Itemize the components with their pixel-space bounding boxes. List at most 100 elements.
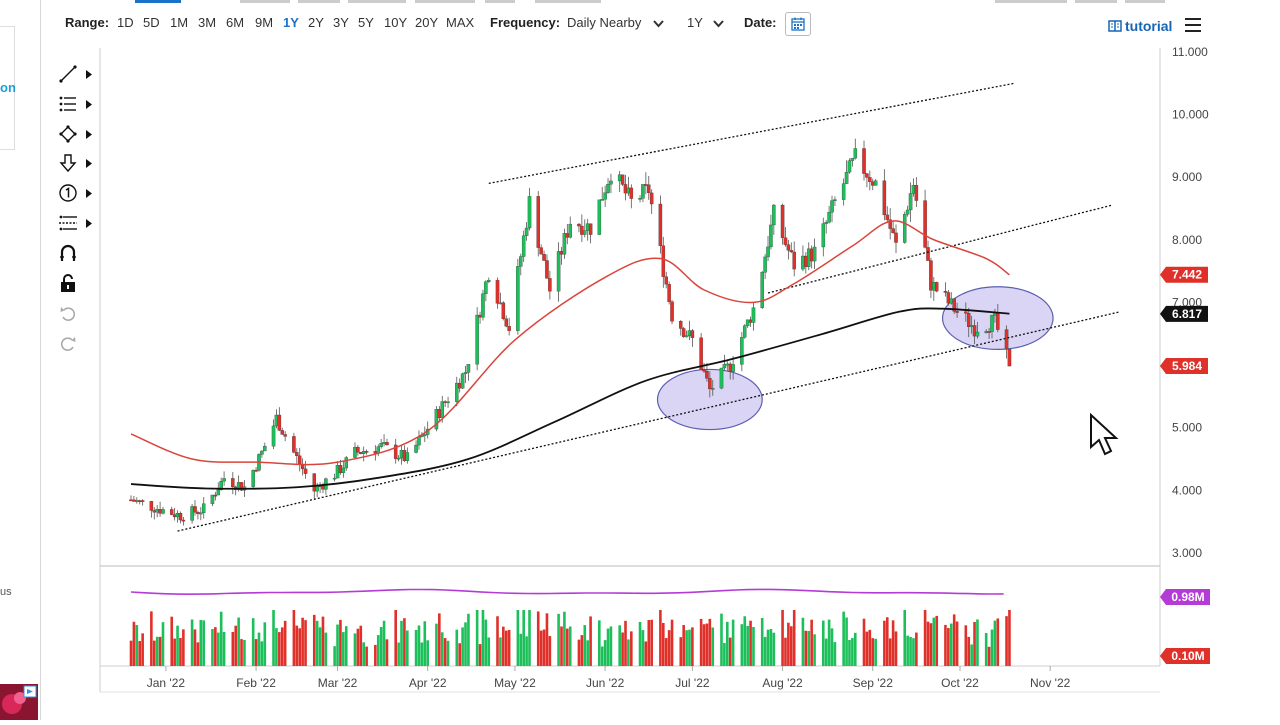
magnet-tool[interactable] [58,242,98,264]
measure-tool[interactable] [58,212,98,234]
volume-bar-107 [563,611,566,666]
candle-body-105 [556,251,561,292]
volume-bar-181 [865,631,869,666]
range-1d-button[interactable]: 1D [117,15,134,30]
candle-body-35 [271,425,276,447]
toolbar-top-tab [298,0,340,3]
candle-body-186 [885,214,890,220]
candle-body-163 [789,250,794,253]
toolbar-top-tab [485,0,515,3]
ad-thumbnail[interactable] [0,684,38,720]
range-2y-button[interactable]: 2Y [308,15,324,30]
candle-body-128 [647,184,651,194]
fibonacci-tool[interactable] [58,93,98,115]
candle-body-138 [687,330,692,336]
candle-body-120 [617,174,622,182]
volume-bar-43 [301,617,304,666]
candle-body-54 [344,457,349,469]
price-badge-last-price: 5.984 [1160,358,1208,375]
frequency-dropdown[interactable]: Daily Nearby [567,15,642,30]
trendline-tool[interactable] [58,63,98,85]
price-badge-label-0: 7.442 [1172,268,1202,282]
volume-bar-38 [280,627,284,666]
annotation-tool[interactable] [58,182,98,204]
range-20y-button[interactable]: 20Y [415,15,439,30]
trendline-icon [59,65,77,83]
volume-bar-88 [484,619,488,666]
candle-body-15 [190,506,194,521]
redo-tool[interactable] [58,332,98,354]
candle-body-211 [987,331,991,333]
candle-body-164 [792,251,796,270]
volume-bar-146 [723,643,726,666]
candle-body-96 [519,256,523,267]
channel-line-3 [177,311,1121,532]
candle-body-7 [155,509,159,513]
hamburger-menu-icon[interactable] [1185,18,1201,32]
volume-bar-23 [219,611,223,666]
volume-bar-126 [641,630,645,666]
volume-bar-90 [496,616,499,666]
lock-tool[interactable] [58,272,98,294]
arrow-tool[interactable] [58,152,98,174]
calendar-button[interactable] [785,12,811,36]
volume-bar-177 [848,640,851,666]
volume-bar-203 [952,614,956,666]
volume-bar-82 [461,627,464,666]
volume-bar-7 [155,636,159,666]
volume-bar-151 [743,616,747,666]
candle-body-208 [972,325,977,337]
range-1m-button[interactable]: 1M [170,15,189,30]
volume-bar-163 [789,626,793,666]
candle-body-100 [536,196,540,248]
tutorial-link[interactable]: tutorial [1108,18,1172,34]
candle-body-188 [891,228,895,234]
candle-body-104 [548,278,552,292]
candle-body-132 [664,276,668,285]
undo-tool[interactable] [58,302,98,324]
chevron-down-icon[interactable] [653,20,664,28]
candle-body-171 [824,222,828,224]
toolbar-top-tab [240,0,290,3]
candle-body-149 [731,364,735,372]
volume-bar-214 [996,618,1000,666]
shape-tool[interactable] [58,123,98,145]
x-tick-label-0: Jan '22 [147,676,186,690]
range-max-button[interactable]: MAX [446,15,475,30]
range-10y-button[interactable]: 10Y [384,15,408,30]
volume-bar-26 [234,625,238,666]
arrow-down-icon [59,154,77,173]
chevron-down-icon[interactable] [713,20,724,28]
candle-body-64 [385,442,389,446]
volume-bar-30 [251,618,255,666]
range-5y-button[interactable]: 5Y [358,15,374,30]
candle-body-17 [196,512,200,514]
candle-body-45 [312,473,317,492]
volume-bar-41 [295,625,299,666]
range-6m-button[interactable]: 6M [226,15,245,30]
candle-body-99 [527,196,532,229]
candle-body-157 [766,246,770,258]
price-badge-moving-average-slow: 6.817 [1160,305,1208,322]
price-tick-label-5: 6.000 [1172,358,1202,372]
volume-bar-154 [752,626,755,666]
volume-bar-55 [353,633,357,666]
volume-moving-average-line [130,588,1004,596]
chevron-right-icon [86,158,92,168]
range-1y-button[interactable]: 1Y [283,15,299,30]
candle-body-165 [801,255,805,270]
range-3y-button[interactable]: 3Y [333,15,349,30]
period-dropdown[interactable]: 1Y [687,15,703,30]
range-9m-button[interactable]: 9M [255,15,274,30]
range-5d-button[interactable]: 5D [143,15,160,30]
candle-body-67 [399,450,404,459]
candle-body-23 [219,480,223,491]
volume-badge-bg-0 [1160,589,1210,605]
volume-bar-200 [944,624,947,666]
candle-body-78 [443,401,447,403]
range-3m-button[interactable]: 3M [198,15,217,30]
candle-body-131 [661,245,666,277]
volume-bar-143 [708,618,712,666]
volume-bar-33 [260,641,264,666]
price-tick-label-3: 8.000 [1172,233,1202,247]
